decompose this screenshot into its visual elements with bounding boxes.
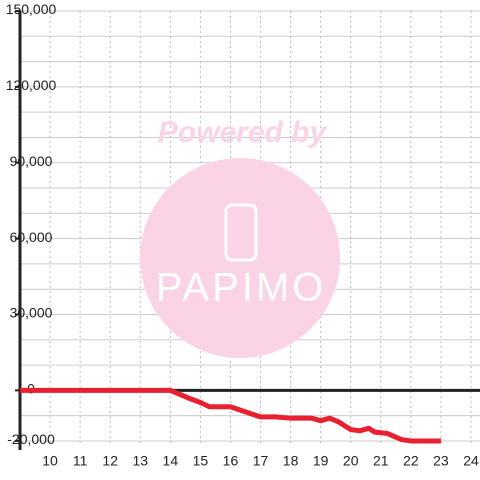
- y-tick-label: 120,000: [6, 77, 57, 93]
- y-tick-label: -20,000: [7, 431, 55, 447]
- x-tick-label: 22: [403, 453, 419, 469]
- watermark-brand: PAPIMO: [156, 266, 327, 310]
- x-tick-label: 14: [163, 453, 179, 469]
- x-tick-label: 19: [313, 453, 329, 469]
- x-tick-label: 17: [253, 453, 269, 469]
- x-tick-label: 21: [373, 453, 389, 469]
- y-tick-label: 90,000: [10, 153, 53, 169]
- x-tick-label: 16: [223, 453, 239, 469]
- x-tick-label: 12: [102, 453, 118, 469]
- y-tick-label: 150,000: [6, 1, 57, 17]
- x-tick-label: 20: [343, 453, 359, 469]
- x-tick-label: 23: [433, 453, 449, 469]
- x-tick-label: 11: [73, 453, 88, 469]
- watermark: Powered by PAPIMO: [140, 116, 340, 358]
- data-line: [20, 387, 441, 444]
- y-tick-label: 30,000: [10, 305, 53, 321]
- x-tick-label: 18: [283, 453, 299, 469]
- y-tick-label: 60,000: [10, 229, 53, 245]
- x-tick-label: 15: [193, 453, 209, 469]
- x-tick-label: 10: [42, 453, 58, 469]
- x-tick-label: 13: [132, 453, 148, 469]
- x-tick-label: 24: [463, 453, 479, 469]
- watermark-icon: [224, 203, 258, 262]
- watermark-circle: [140, 158, 340, 358]
- watermark-title: Powered by: [158, 116, 328, 149]
